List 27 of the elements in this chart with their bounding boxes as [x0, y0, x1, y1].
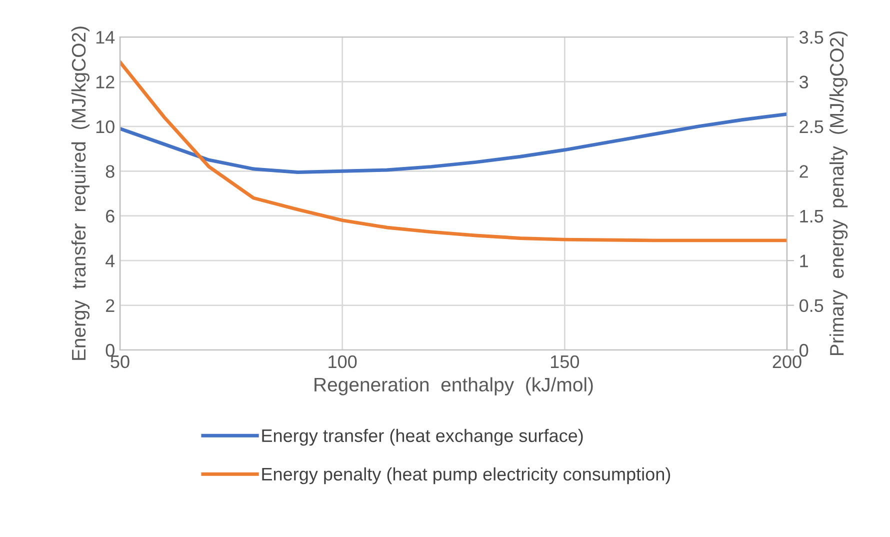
y-tick-label: 2: [106, 299, 114, 312]
x-tick-label: 100: [328, 355, 357, 368]
line-series: [120, 112, 787, 174]
y2-tick-label: 2: [800, 165, 808, 178]
y2-tick-label: 3: [799, 76, 808, 88]
y2-tick-label: 3.5: [799, 30, 824, 44]
y-axis-title: Energy transfer required (MJ/kgCO2): [71, 26, 90, 360]
legend-label: Energy penalty (heat pump electricity consumption): [262, 467, 670, 484]
y-tick-label: 12: [96, 76, 114, 88]
line-series: [120, 60, 787, 242]
y2-tick-label: 0: [800, 344, 808, 357]
legend-label: Energy transfer (heat exchange surface): [262, 428, 583, 446]
y-tick-label: 0: [106, 344, 114, 357]
x-tick-label: 150: [550, 355, 580, 368]
y-tick-label: 4: [106, 254, 115, 268]
y2-tick-label: 2.5: [800, 120, 824, 134]
x-tick-label: 200: [772, 355, 802, 368]
y2-tick-label: 1: [800, 254, 808, 268]
y2-tick-label: 0.5: [800, 299, 824, 312]
y2-axis-title: Primary energy penalty (MJ/kgCO2): [829, 32, 848, 356]
y-tick-label: 6: [106, 210, 114, 223]
x-tick-label: 50: [110, 355, 130, 368]
y-tick-label: 10: [96, 120, 114, 134]
y-tick-label: 14: [96, 31, 115, 44]
y-tick-label: 8: [106, 165, 114, 178]
x-axis-title: Regeneration enthalpy (kJ/mol): [314, 377, 593, 396]
y2-tick-label: 1.5: [800, 210, 824, 223]
